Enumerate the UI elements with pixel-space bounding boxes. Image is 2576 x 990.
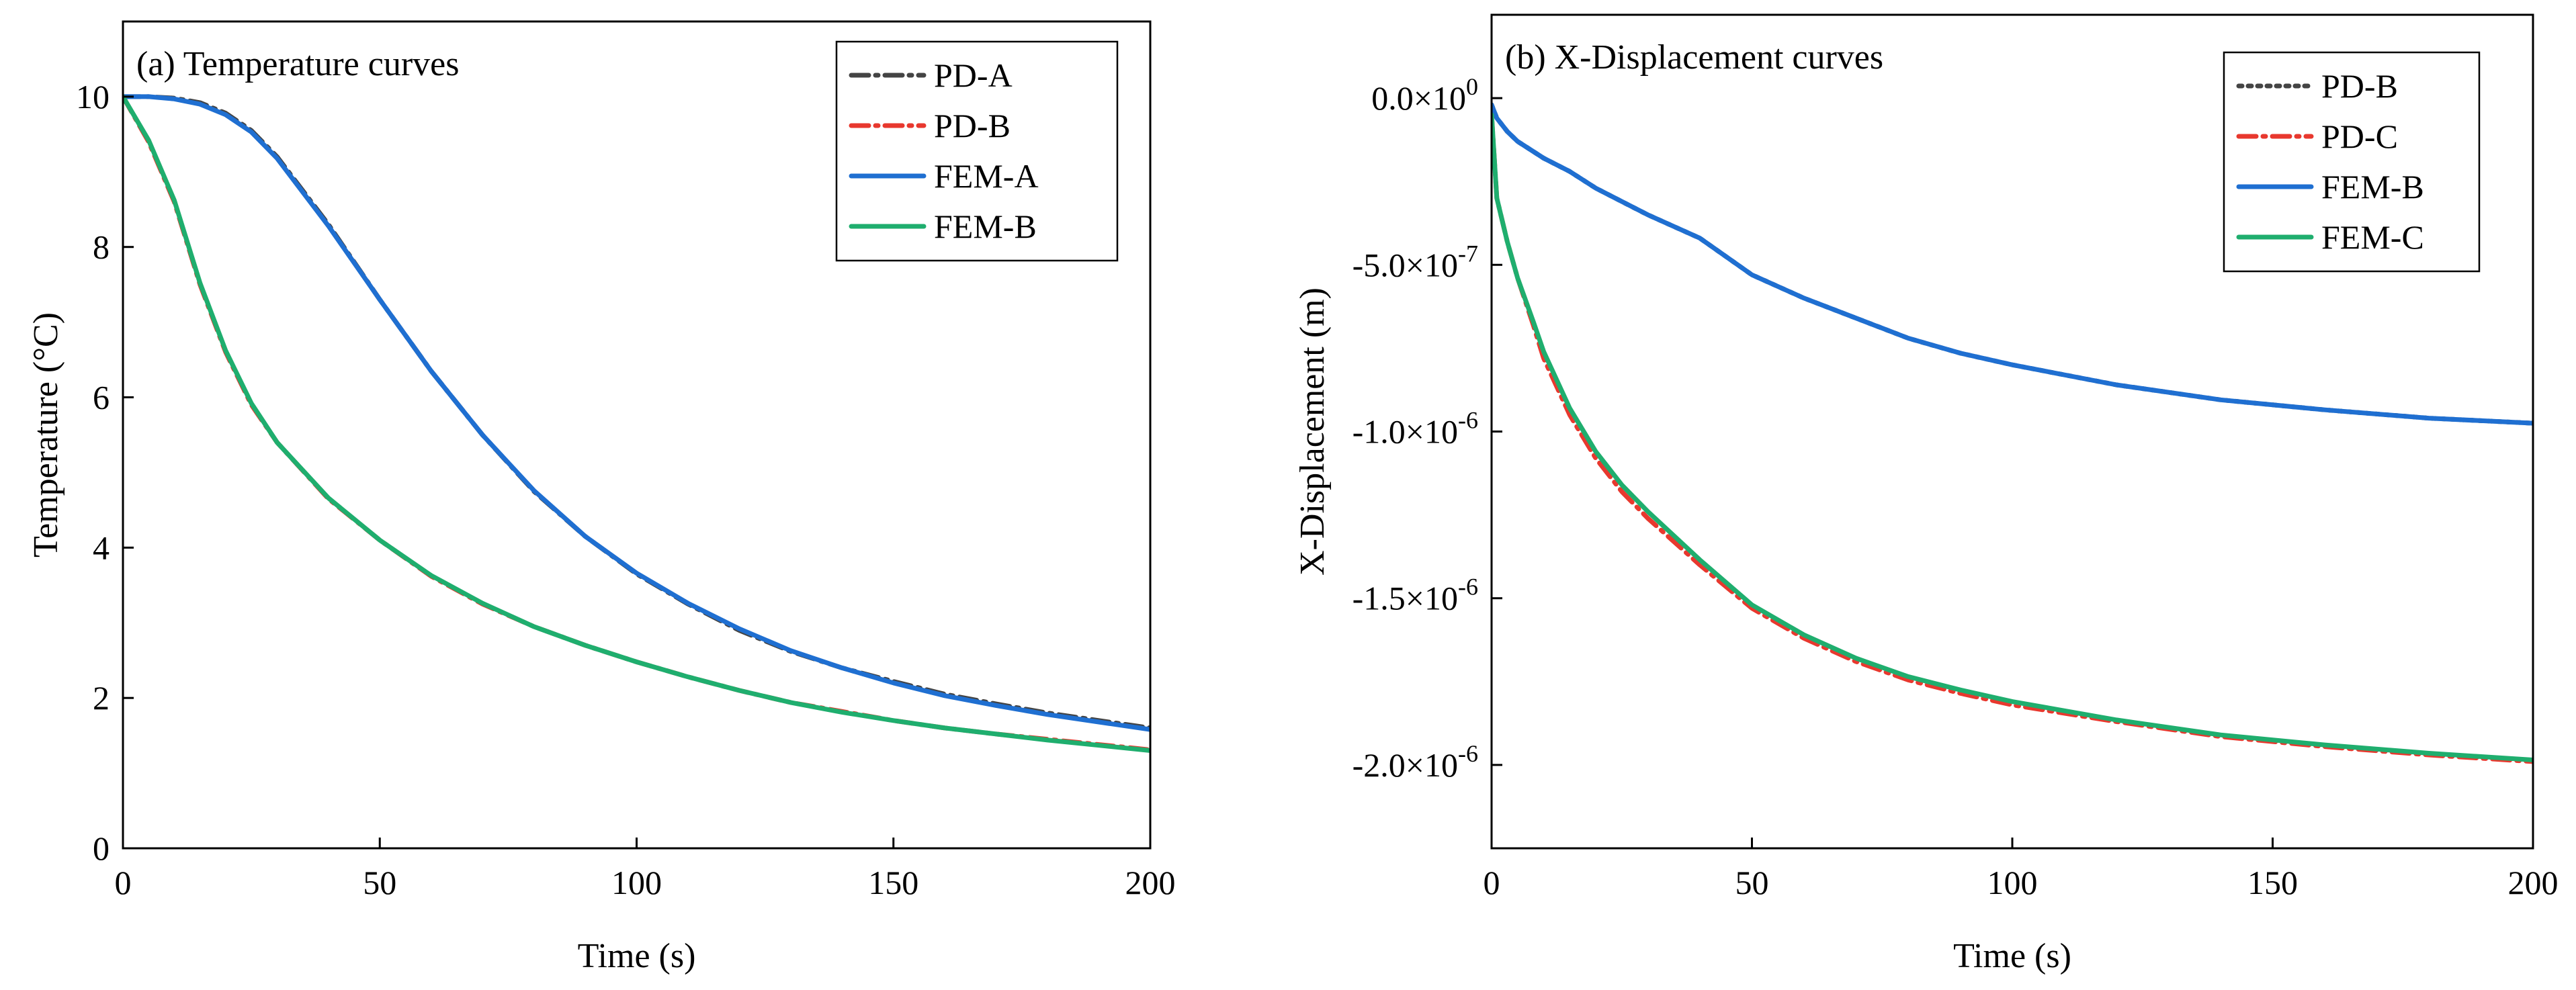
y-tick-label: -1.5×10-6	[1353, 574, 1478, 617]
panel-title: (b) X-Displacement curves	[1505, 38, 1883, 77]
legend: PD-B PD-C FEM-B FEM-C	[2223, 51, 2481, 273]
y-tick-label: 8	[93, 228, 110, 266]
series-line-fem-c	[1492, 112, 2533, 762]
x-tick-label: 100	[611, 864, 662, 901]
legend-label: FEM-C	[2321, 218, 2424, 256]
x-tick-label: 100	[1987, 864, 2038, 901]
y-tick-label: -2.0×10-6	[1353, 740, 1478, 784]
legend-label: PD-B	[934, 107, 1011, 144]
x-axis-title: Time (s)	[578, 937, 696, 975]
series-line-fem-b	[123, 94, 1150, 753]
legend-label: PD-A	[934, 56, 1013, 94]
legend-label: PD-B	[2321, 67, 2398, 105]
y-tick-label: -1.0×10-6	[1353, 407, 1478, 451]
y-tick-label: 4	[93, 529, 110, 566]
legend-label: PD-C	[2321, 118, 2398, 155]
x-tick-label: 0	[115, 864, 132, 901]
x-axis-title: Time (s)	[1953, 937, 2071, 975]
legend-label: FEM-A	[934, 157, 1039, 195]
y-tick-label: 0.0×100	[1371, 73, 1478, 117]
legend-label: FEM-B	[2321, 168, 2424, 206]
legend-label: FEM-B	[934, 208, 1037, 245]
x-tick-label: 200	[1125, 864, 1176, 901]
x-tick-label: 200	[2508, 864, 2559, 901]
y-tick-label: 6	[93, 379, 110, 416]
x-tick-label: 150	[2247, 864, 2298, 901]
legend: PD-A PD-B FEM-A FEM-B	[835, 40, 1119, 262]
x-tick-label: 0	[1484, 864, 1500, 901]
series-group	[123, 94, 1150, 753]
x-tick-label: 150	[868, 864, 918, 901]
x-tick-label: 50	[1735, 864, 1769, 901]
temperature-chart-panel: 0 50 100 150 200 0 2 4 6 8 10 Time (s) Temperature (…	[27, 20, 1176, 975]
x-tick-label: 50	[363, 864, 396, 901]
y-axis-title: Temperature (°C)	[27, 312, 65, 557]
series-line-fem-a	[123, 94, 1150, 732]
y-tick-label: -5.0×10-7	[1353, 240, 1478, 283]
displacement-chart-panel: 0 50 100 150 200 0.0×100 -5.0×10-7 -1.0×10-6 -1.…	[1293, 13, 2559, 975]
panel-title: (a) Temperature curves	[136, 45, 459, 83]
series-line-fem-b	[1492, 102, 2533, 426]
y-tick-label: 2	[93, 679, 110, 717]
y-axis-title: X-Displacement (m)	[1293, 287, 1332, 576]
y-tick-label: 0	[93, 829, 110, 867]
series-group	[1492, 102, 2533, 764]
y-tick-label: 10	[76, 78, 110, 116]
